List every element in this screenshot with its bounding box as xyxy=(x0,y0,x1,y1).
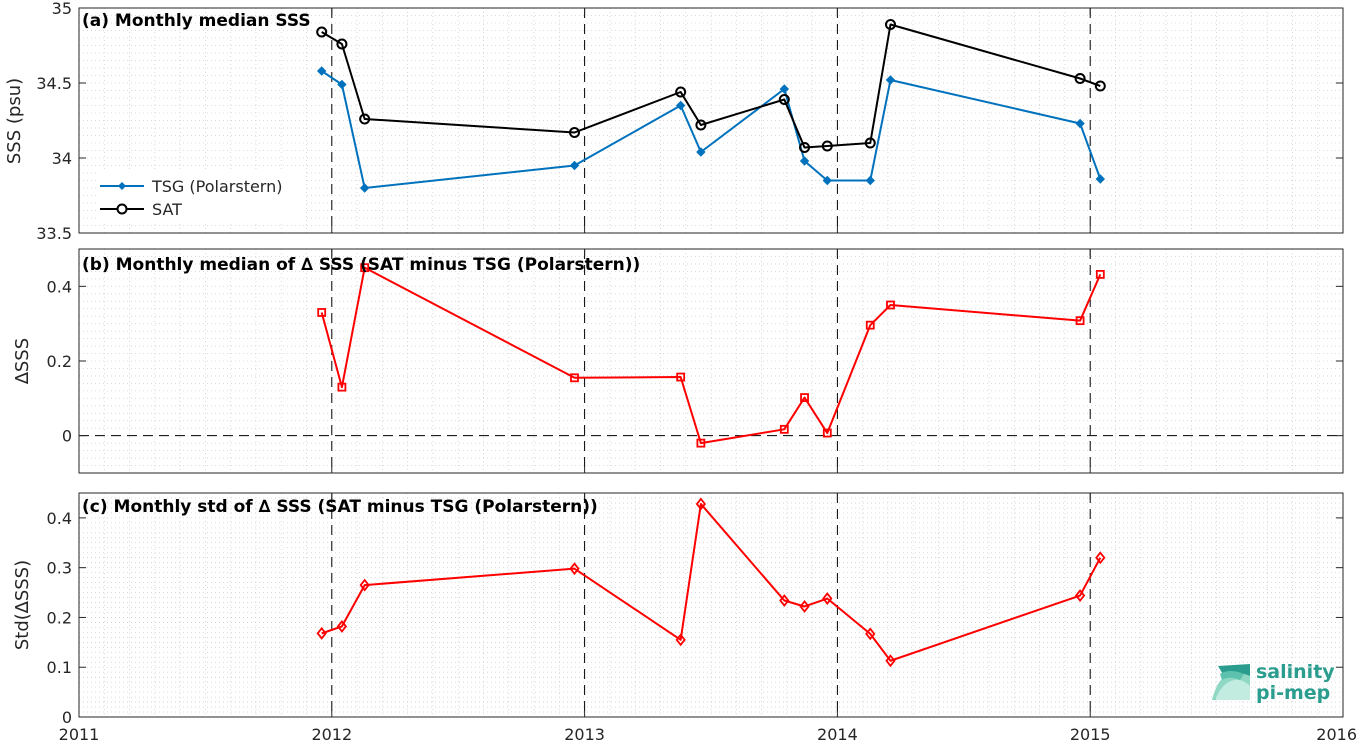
data-point xyxy=(336,619,348,633)
logo-text-line2: pi-mep xyxy=(1256,682,1330,704)
data-point xyxy=(799,600,810,613)
data-point xyxy=(568,127,580,138)
data-point xyxy=(675,86,687,98)
legend-box xyxy=(96,172,306,222)
data-point xyxy=(1095,269,1105,279)
data-point xyxy=(822,175,832,186)
data-point xyxy=(1095,551,1106,565)
data-point xyxy=(799,142,811,153)
data-point xyxy=(821,140,833,152)
logo-text-line1: salinity xyxy=(1256,661,1335,683)
data-point xyxy=(337,382,347,392)
data-point xyxy=(1094,80,1106,92)
x-tick-label: 2013 xyxy=(564,725,605,744)
data-point xyxy=(696,438,706,448)
wave-logo-icon xyxy=(1212,664,1250,700)
data-point xyxy=(1095,174,1106,184)
data-point xyxy=(865,320,875,330)
data-point xyxy=(779,424,789,434)
y-tick-label: 0.4 xyxy=(47,277,72,296)
data-point xyxy=(822,428,832,438)
x-tick-label: 2012 xyxy=(311,725,352,744)
panel-b: 0 0.2 0.4 (b) Monthly median of ∆ SSS (SAT… xyxy=(12,248,1344,474)
panel-c-title: (c) Monthly std of ∆ SSS (SAT minus TSG … xyxy=(82,497,598,517)
data-point xyxy=(675,100,686,111)
data-point xyxy=(1075,316,1085,326)
axes-box xyxy=(78,7,1344,234)
y-tick-label: 0 xyxy=(62,708,72,727)
data-point xyxy=(885,654,896,668)
legend-tsg-marker xyxy=(118,182,126,190)
y-tick-label: 33.5 xyxy=(36,224,72,243)
panel-b-title: (b) Monthly median of ∆ SSS (SAT minus T… xyxy=(82,255,640,275)
panel-c: 0 0.1 0.2 0.3 0.4 2011 2012 2013 2014 2015 2016 (c… xyxy=(12,492,1357,744)
x-tick-label: 2014 xyxy=(817,725,858,744)
data-point xyxy=(885,75,896,85)
data-point xyxy=(337,79,347,90)
panel-a-ylabel: SSS (psu) xyxy=(4,78,25,164)
data-point xyxy=(695,119,707,131)
y-tick-label: 0.2 xyxy=(47,352,72,371)
data-point xyxy=(778,94,790,105)
data-point xyxy=(800,393,809,402)
data-point xyxy=(317,308,327,317)
x-tick-label: 2016 xyxy=(1316,725,1357,744)
data-point xyxy=(359,578,370,592)
data-point xyxy=(865,175,875,186)
data-point xyxy=(865,627,876,641)
data-point xyxy=(799,156,810,166)
y-tick-label: 0.1 xyxy=(47,658,72,677)
series-line-0 xyxy=(321,502,1102,662)
series-line-1 xyxy=(321,23,1101,149)
data-point xyxy=(570,373,579,383)
legend-sat-label: SAT xyxy=(152,200,182,219)
panel-a-title: (a) Monthly median SSS xyxy=(82,11,311,31)
x-tick-label: 2015 xyxy=(1070,725,1111,744)
legend-tsg-label: TSG (Polarstern) xyxy=(151,177,282,196)
data-point xyxy=(316,26,328,38)
y-tick-label: 0.3 xyxy=(47,559,72,578)
data-point xyxy=(675,633,686,647)
y-tick-label: 35 xyxy=(52,0,72,18)
data-point xyxy=(779,594,790,607)
y-tick-label: 34.5 xyxy=(36,74,72,93)
data-point xyxy=(316,626,327,640)
legend: TSG (Polarstern) SAT xyxy=(96,172,306,222)
y-tick-label: 34 xyxy=(52,149,72,168)
series-line-0 xyxy=(320,266,1102,445)
data-point xyxy=(696,147,706,157)
data-point xyxy=(676,372,686,382)
data-point xyxy=(1074,73,1086,84)
y-tick-label: 0 xyxy=(62,427,72,446)
data-point xyxy=(569,160,580,171)
y-tick-label: 0.2 xyxy=(47,608,72,627)
data-point xyxy=(359,113,371,125)
legend-sat-marker xyxy=(116,203,128,215)
data-point xyxy=(360,263,370,273)
data-point xyxy=(695,497,707,511)
panel-b-ylabel: ∆SSS xyxy=(12,338,33,385)
panel-a: 33.5 34 34.5 35 (a) Monthly median SSS SSS … xyxy=(4,0,1344,243)
data-point xyxy=(779,84,790,94)
x-tick-label: 2011 xyxy=(59,725,100,744)
data-point xyxy=(886,300,895,310)
data-point xyxy=(884,19,896,30)
salinity-pi-mep-logo: salinity pi-mep xyxy=(1212,661,1335,704)
data-point xyxy=(359,183,370,193)
data-point xyxy=(336,38,348,50)
data-point xyxy=(1075,118,1085,129)
axes-box xyxy=(78,492,1344,718)
data-point xyxy=(822,592,833,605)
data-point xyxy=(1074,589,1086,602)
data-point xyxy=(864,137,876,149)
panel-c-ylabel: Std(∆SSS) xyxy=(12,560,33,650)
data-point xyxy=(316,66,327,76)
y-tick-label: 0.4 xyxy=(47,509,72,528)
data-point xyxy=(569,562,580,576)
